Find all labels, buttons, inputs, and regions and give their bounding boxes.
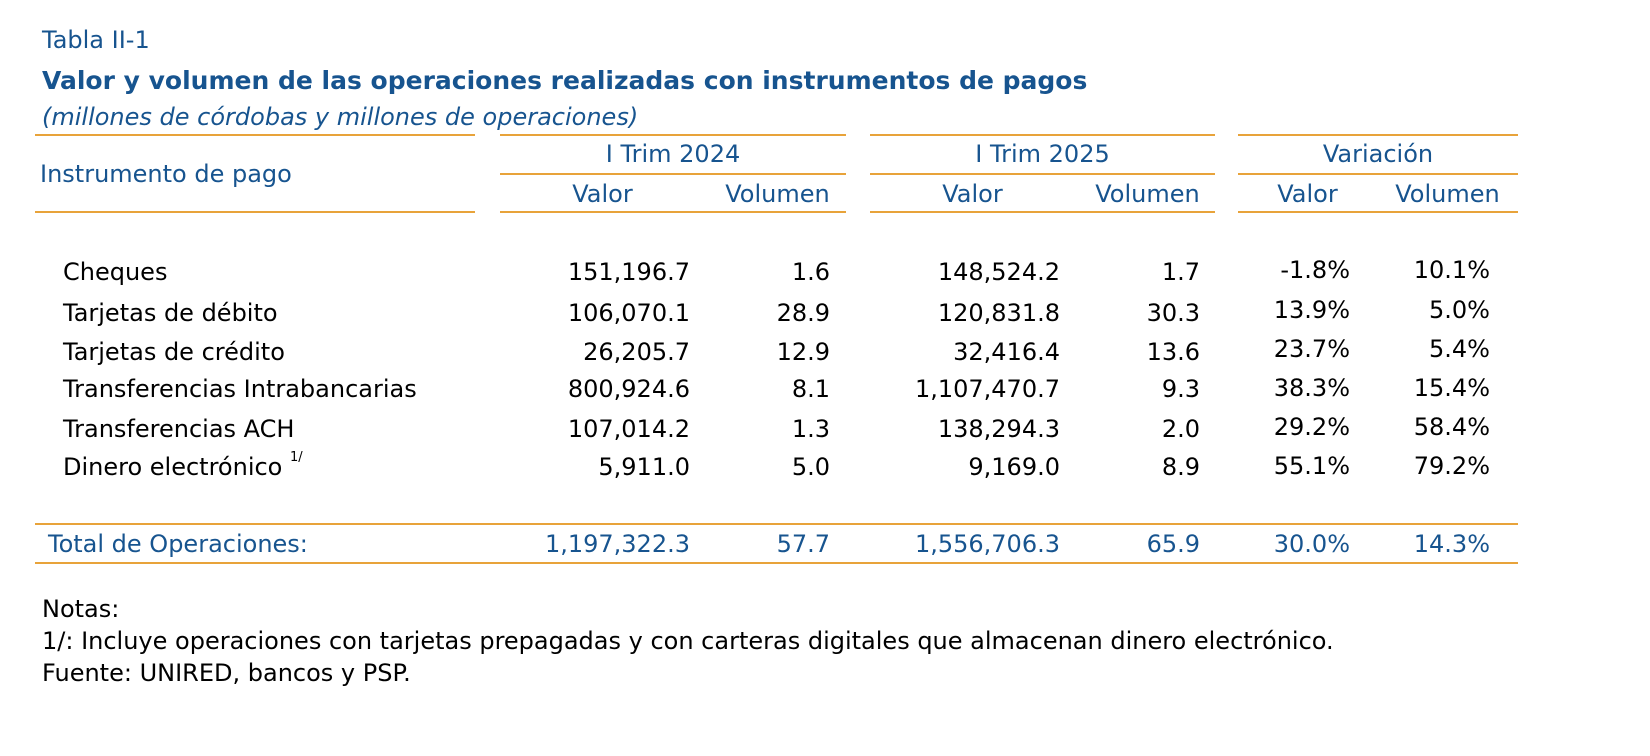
cell-var-valor: 55.1% [1273,452,1350,480]
cell-valor-2025: 32,416.4 [953,338,1060,366]
row-label-transferencias-ach: Transferencias ACH [63,415,295,443]
total-rule-bottom [35,562,1518,564]
header-rule-bottom-2025 [870,211,1215,213]
cell-var-volumen: 5.0% [1429,296,1490,324]
row-label-dinero-electronico: Dinero electrónico 1/ [63,450,303,481]
header-rule-bottom-variacion [1238,211,1518,213]
cell-volumen-2025: 2.0 [1161,415,1200,443]
header-group-2025: I Trim 2025 [975,140,1110,168]
header-volumen-2024: Volumen [725,180,830,208]
cell-valor-2024: 106,070.1 [567,299,690,327]
notes-heading: Notas: [42,595,120,623]
cell-volumen-2024: 1.6 [791,258,830,286]
total-var-valor: 30.0% [1273,530,1350,558]
cell-valor-2025: 1,107,470.7 [914,375,1060,403]
row-label-text: Dinero electrónico [63,453,283,481]
table-label: Tabla II-1 [42,26,150,54]
cell-volumen-2025: 13.6 [1146,338,1200,366]
cell-valor-2024: 800,924.6 [567,375,690,403]
row-label-transferencias-intrabancarias: Transferencias Intrabancarias [63,375,417,403]
total-label: Total de Operaciones: [48,530,308,558]
cell-var-volumen: 58.4% [1413,413,1490,441]
footnote-marker: 1/ [290,450,303,465]
cell-var-volumen: 5.4% [1429,335,1490,363]
header-rule-top-instrument [35,134,475,136]
total-var-volumen: 14.3% [1413,530,1490,558]
cell-valor-2025: 138,294.3 [937,415,1060,443]
cell-var-valor: 13.9% [1273,296,1350,324]
header-valor-2024: Valor [572,180,633,208]
source-note: Fuente: UNIRED, bancos y PSP. [42,659,411,687]
cell-var-volumen: 15.4% [1413,374,1490,402]
row-label-tarjetas-debito: Tarjetas de débito [63,299,278,327]
note-1: 1/: Incluye operaciones con tarjetas pre… [42,627,1334,655]
cell-var-valor: 38.3% [1273,374,1350,402]
header-rule-mid-2025 [870,173,1215,175]
header-rule-mid-2024 [500,173,846,175]
cell-valor-2025: 120,831.8 [937,299,1060,327]
header-group-variacion: Variación [1322,140,1434,168]
cell-volumen-2024: 1.3 [791,415,830,443]
cell-volumen-2025: 9.3 [1161,375,1200,403]
cell-volumen-2024: 5.0 [791,453,830,481]
cell-volumen-2024: 8.1 [791,375,830,403]
header-valor-variacion: Valor [1277,180,1338,208]
total-rule-top [35,523,1518,525]
cell-volumen-2024: 28.9 [776,299,830,327]
cell-valor-2024: 151,196.7 [567,258,690,286]
cell-var-volumen: 79.2% [1413,452,1490,480]
header-group-2024: I Trim 2024 [605,140,741,168]
cell-valor-2024: 107,014.2 [567,415,690,443]
cell-valor-2025: 9,169.0 [968,453,1060,481]
header-rule-bottom-2024 [500,211,846,213]
header-rule-mid-variacion [1238,173,1518,175]
cell-volumen-2025: 1.7 [1161,258,1200,286]
table-title: Valor y volumen de las operaciones reali… [42,66,1088,95]
header-valor-2025: Valor [942,180,1003,208]
total-valor-2025: 1,556,706.3 [914,530,1060,558]
cell-var-valor: 23.7% [1273,335,1350,363]
header-volumen-variacion: Volumen [1395,180,1500,208]
total-valor-2024: 1,197,322.3 [544,530,690,558]
header-rule-bottom-instrument [35,211,475,213]
header-rule-top-variacion [1238,134,1518,136]
cell-var-valor: 29.2% [1273,413,1350,441]
cell-valor-2024: 26,205.7 [583,338,690,366]
cell-valor-2024: 5,911.0 [598,453,690,481]
total-volumen-2024: 57.7 [776,530,830,558]
cell-volumen-2024: 12.9 [776,338,830,366]
row-label-tarjetas-credito: Tarjetas de crédito [63,338,285,366]
cell-valor-2025: 148,524.2 [937,258,1060,286]
row-label-cheques: Cheques [63,258,168,286]
cell-var-volumen: 10.1% [1413,256,1490,284]
header-rule-top-2025 [870,134,1215,136]
header-rule-top-2024 [500,134,846,136]
table-subtitle: (millones de córdobas y millones de oper… [42,103,639,131]
cell-var-valor: -1.8% [1280,256,1350,284]
header-instrument: Instrumento de pago [40,160,292,188]
header-volumen-2025: Volumen [1095,180,1200,208]
cell-volumen-2025: 8.9 [1161,453,1200,481]
cell-volumen-2025: 30.3 [1146,299,1200,327]
total-volumen-2025: 65.9 [1146,530,1200,558]
